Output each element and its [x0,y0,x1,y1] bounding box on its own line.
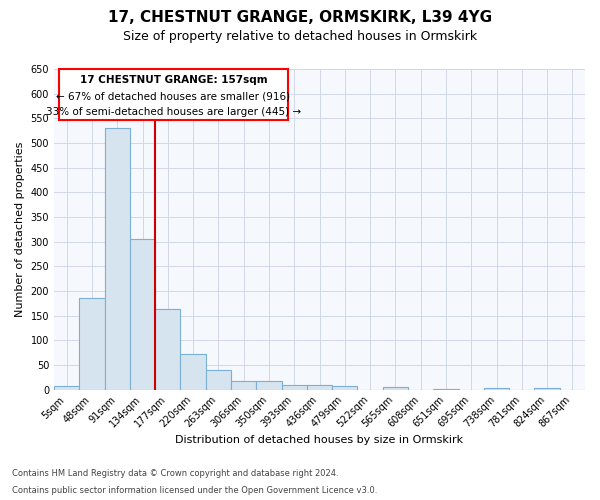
Text: Contains HM Land Registry data © Crown copyright and database right 2024.: Contains HM Land Registry data © Crown c… [12,468,338,477]
FancyBboxPatch shape [59,69,287,120]
Text: Size of property relative to detached houses in Ormskirk: Size of property relative to detached ho… [123,30,477,43]
Bar [231,381,256,390]
Bar [206,370,231,390]
Bar [484,388,509,390]
Bar [104,128,130,390]
X-axis label: Distribution of detached houses by size in Ormskirk: Distribution of detached houses by size … [175,435,464,445]
Bar [256,380,281,390]
Y-axis label: Number of detached properties: Number of detached properties [15,142,25,317]
Bar [307,384,332,390]
Bar [281,384,307,390]
Text: ← 67% of detached houses are smaller (916): ← 67% of detached houses are smaller (91… [56,92,290,102]
Text: 17 CHESTNUT GRANGE: 157sqm: 17 CHESTNUT GRANGE: 157sqm [80,76,268,86]
Bar [383,387,408,390]
Bar [54,386,79,390]
Bar [79,298,104,390]
Bar [181,354,206,390]
Bar [130,239,155,390]
Text: 17, CHESTNUT GRANGE, ORMSKIRK, L39 4YG: 17, CHESTNUT GRANGE, ORMSKIRK, L39 4YG [108,10,492,25]
Bar [155,309,181,390]
Bar [433,388,458,390]
Bar [535,388,560,390]
Text: 33% of semi-detached houses are larger (445) →: 33% of semi-detached houses are larger (… [46,108,301,118]
Text: Contains public sector information licensed under the Open Government Licence v3: Contains public sector information licen… [12,486,377,495]
Bar [332,386,358,390]
